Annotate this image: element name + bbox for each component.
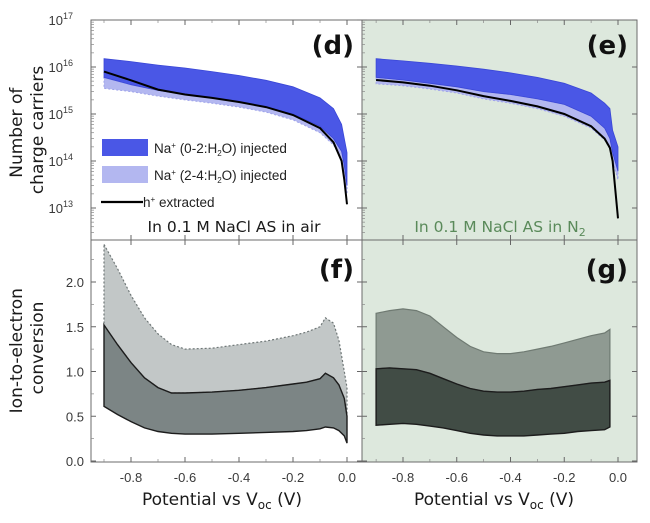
y-tick-label-top: 1015 <box>49 105 73 122</box>
axis-ticks: 1013 1014 1015 1016 1017 0.0 0.5 1.0 1.5 2.0 -0.8 -… <box>49 11 637 485</box>
x-tick-label-g: -0.2 <box>553 470 575 485</box>
line-h-plus-d <box>103 70 348 205</box>
y-tick-label-bottom: 0.0 <box>66 454 84 469</box>
x-tick-label-f: -0.2 <box>282 470 304 485</box>
x-tick-label-g: -0.6 <box>446 470 468 485</box>
line-h-plus-e <box>376 79 619 219</box>
x-tick-label-g: 0.0 <box>609 470 627 485</box>
x-tick-label-f: -0.6 <box>174 470 196 485</box>
panel-letter-f: (f) <box>319 255 354 285</box>
panel-e-plot <box>375 58 619 219</box>
band-na-0-2-e <box>375 58 619 172</box>
y-tick-label-top: 1014 <box>49 152 73 169</box>
panel-g-frame <box>361 239 638 463</box>
legend-swatch-na-0-2 <box>102 139 148 156</box>
legend-swatch-na-2-4 <box>102 166 148 183</box>
y-axis-title-top: Number of charge carriers <box>7 66 48 194</box>
x-tick-label-f: -0.8 <box>120 470 142 485</box>
band-lower-f <box>103 322 348 444</box>
panel-g-plot <box>375 308 611 437</box>
y-tick-label-bottom: 2.0 <box>66 275 84 290</box>
panel-f-plot <box>103 242 348 444</box>
y-tick-label-top: 1016 <box>49 58 73 75</box>
panel-d-plot <box>103 58 348 205</box>
x-tick-label-g: -0.8 <box>392 470 414 485</box>
x-tick-label-g: -0.4 <box>499 470 521 485</box>
legend: Na+ (0-2:H2O) injected Na+ (2-4:H2O) inj… <box>101 139 287 210</box>
y-axis-title-bottom: Ion-to-electron conversion <box>7 283 48 414</box>
annotation-air: In 0.1 M NaCl AS in air <box>148 218 322 236</box>
y-tick-label-top: 1017 <box>49 11 73 28</box>
y-tick-label-bottom: 1.0 <box>66 365 84 380</box>
y-tick-label-top: 1013 <box>49 199 73 216</box>
annotation-n2: In 0.1 M NaCl AS in N2 <box>414 218 585 239</box>
x-tick-label-f: -0.4 <box>228 470 250 485</box>
panel-e-background <box>362 20 637 240</box>
x-axis-title-right: Potential vs Voc (V) <box>414 490 574 512</box>
legend-label-h-plus: h+ extracted <box>143 195 214 210</box>
y-tick-label-bottom: 1.5 <box>66 320 84 335</box>
x-axis-title-left: Potential vs Voc (V) <box>142 490 302 512</box>
y-tick-label-bottom: 0.5 <box>66 409 84 424</box>
band-lower-g <box>375 367 611 437</box>
legend-label-na-0-2: Na+ (0-2:H2O) injected <box>154 141 287 158</box>
panel-letter-e: (e) <box>587 31 628 61</box>
panel-letter-d: (d) <box>312 31 354 61</box>
x-tick-label-f: 0.0 <box>338 470 356 485</box>
panel-letter-g: (g) <box>586 255 628 285</box>
legend-label-na-2-4: Na+ (2-4:H2O) injected <box>154 168 287 185</box>
